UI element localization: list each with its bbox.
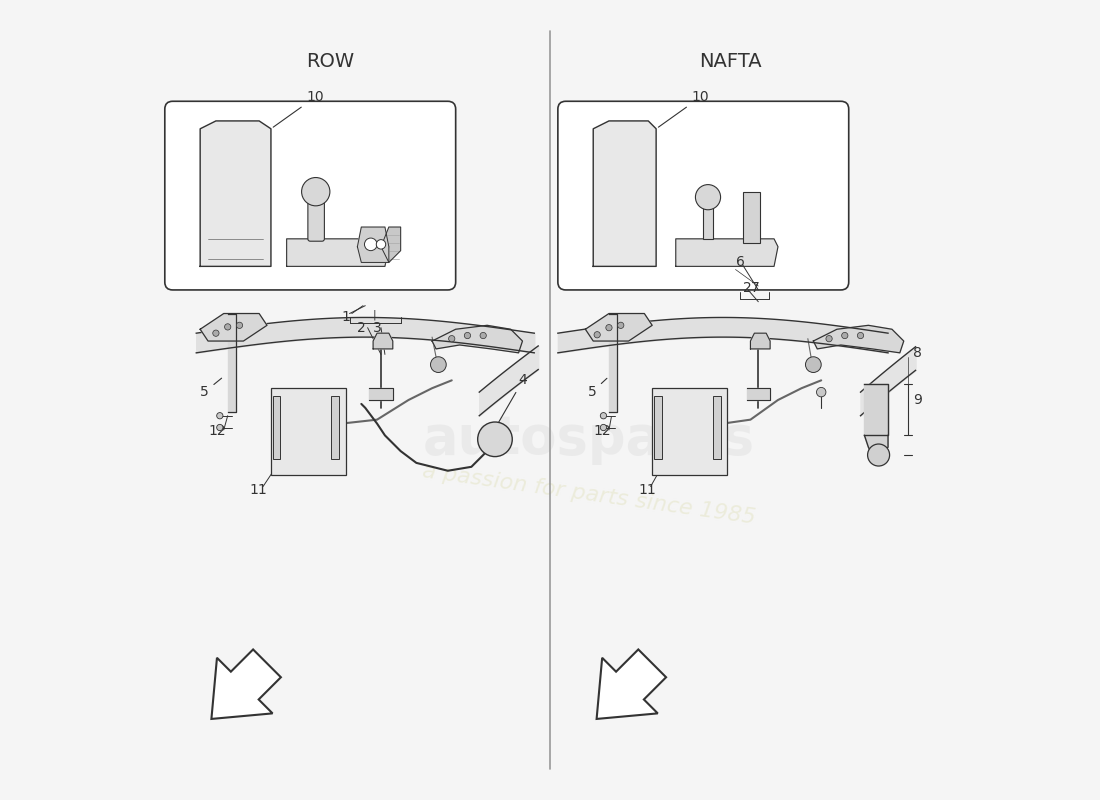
Circle shape <box>236 322 243 329</box>
Circle shape <box>805 357 822 373</box>
Polygon shape <box>609 314 617 412</box>
Text: 1: 1 <box>341 310 350 325</box>
Polygon shape <box>432 326 522 353</box>
Polygon shape <box>865 384 888 435</box>
Circle shape <box>464 332 471 338</box>
Circle shape <box>601 424 606 430</box>
Text: 10: 10 <box>273 90 323 127</box>
Circle shape <box>376 240 386 249</box>
Circle shape <box>364 238 377 250</box>
Circle shape <box>601 413 606 419</box>
Text: ROW: ROW <box>306 53 354 71</box>
Polygon shape <box>381 227 400 262</box>
Text: 8: 8 <box>913 346 922 360</box>
Text: 4: 4 <box>493 374 527 433</box>
Polygon shape <box>211 650 280 719</box>
Circle shape <box>606 325 612 331</box>
Text: 5: 5 <box>587 378 607 399</box>
Polygon shape <box>373 333 393 349</box>
Circle shape <box>695 185 721 210</box>
Polygon shape <box>865 435 888 455</box>
Circle shape <box>868 444 890 466</box>
Text: 9: 9 <box>913 393 922 407</box>
Circle shape <box>594 332 601 338</box>
Bar <box>703 203 713 239</box>
Polygon shape <box>200 121 271 266</box>
Circle shape <box>842 332 848 338</box>
Text: NAFTA: NAFTA <box>700 53 762 71</box>
Text: 12: 12 <box>593 424 611 438</box>
FancyBboxPatch shape <box>652 388 727 474</box>
Circle shape <box>217 424 223 430</box>
Text: 6: 6 <box>736 255 745 270</box>
Polygon shape <box>370 388 393 400</box>
Bar <box>331 396 339 459</box>
Bar <box>713 396 721 459</box>
Circle shape <box>217 413 223 419</box>
Bar <box>742 192 760 242</box>
Text: 11: 11 <box>250 483 267 498</box>
Circle shape <box>816 387 826 397</box>
Circle shape <box>857 332 864 338</box>
Circle shape <box>480 332 486 338</box>
Polygon shape <box>747 388 770 400</box>
Circle shape <box>224 324 231 330</box>
Polygon shape <box>200 314 267 341</box>
Text: 11: 11 <box>638 483 656 498</box>
Text: |: | <box>373 310 376 320</box>
Polygon shape <box>585 314 652 341</box>
Circle shape <box>430 357 447 373</box>
Circle shape <box>449 335 455 342</box>
Text: 10: 10 <box>659 90 710 127</box>
Polygon shape <box>358 227 388 262</box>
Bar <box>273 396 280 459</box>
Polygon shape <box>750 333 770 349</box>
FancyBboxPatch shape <box>558 102 849 290</box>
Bar <box>653 396 661 459</box>
Text: a passion for parts since 1985: a passion for parts since 1985 <box>421 461 757 528</box>
Circle shape <box>212 330 219 336</box>
Circle shape <box>301 178 330 206</box>
FancyBboxPatch shape <box>271 388 345 474</box>
Circle shape <box>617 322 624 329</box>
Text: 12: 12 <box>208 424 226 438</box>
Text: 7: 7 <box>750 281 759 294</box>
Polygon shape <box>287 239 388 266</box>
Polygon shape <box>593 121 656 266</box>
Text: autospares: autospares <box>424 414 756 466</box>
Polygon shape <box>813 326 904 353</box>
Circle shape <box>477 422 513 457</box>
Text: 2: 2 <box>742 281 751 294</box>
Polygon shape <box>596 650 667 719</box>
FancyBboxPatch shape <box>165 102 455 290</box>
Polygon shape <box>228 314 235 412</box>
Text: 3: 3 <box>373 321 382 334</box>
FancyBboxPatch shape <box>308 197 324 242</box>
Text: 2: 2 <box>358 321 366 334</box>
Text: 5: 5 <box>200 378 221 399</box>
Polygon shape <box>675 239 778 266</box>
Circle shape <box>826 335 833 342</box>
